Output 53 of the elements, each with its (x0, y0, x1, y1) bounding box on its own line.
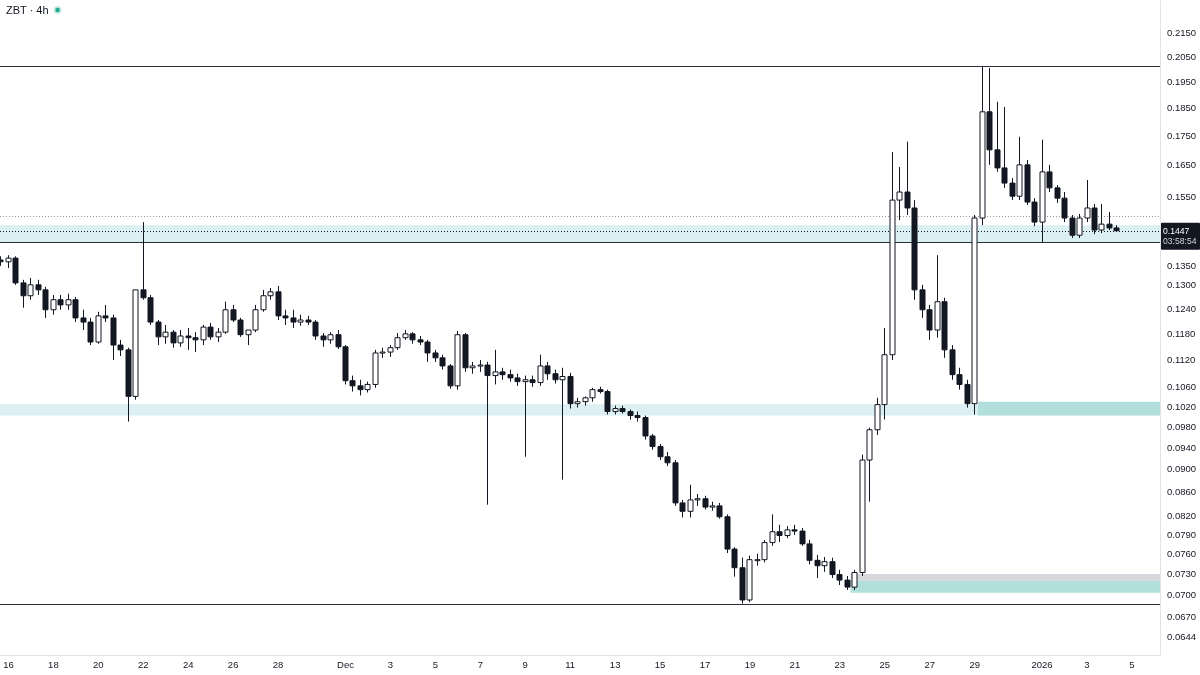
ref-line-label: 0.1447 (1163, 225, 1190, 236)
x-tick-label: 22 (137, 658, 149, 670)
y-tick-label: 0.1240 (1167, 302, 1197, 314)
y-tick-label: 0.0980 (1167, 420, 1197, 432)
y-tick-label: 0.0820 (1167, 510, 1197, 522)
x-tick-label: 18 (48, 658, 59, 670)
x-tick-label: 5 (1129, 658, 1135, 670)
x-tick-label: 28 (272, 658, 284, 670)
y-tick-label: 0.2050 (1167, 50, 1197, 62)
y-tick-label: 0.1750 (1167, 129, 1197, 141)
x-tick-label: 29 (969, 658, 980, 670)
y-tick-label: 0.0790 (1167, 528, 1197, 540)
y-tick-label: 0.1120 (1167, 353, 1196, 365)
y-tick-label: 0.0940 (1167, 441, 1197, 453)
x-tick-label: 9 (522, 658, 528, 670)
x-tick-label: 19 (744, 658, 756, 670)
y-tick-label: 0.0900 (1167, 463, 1197, 475)
x-tick-label: 3 (387, 658, 394, 670)
chart-title: ZBT · 4h (6, 4, 49, 16)
y-tick-label: 0.1350 (1167, 260, 1197, 272)
x-tick-label: 2026 (1031, 658, 1053, 670)
y-tick-label: 0.1300 (1167, 278, 1197, 290)
y-tick-label: 0.1850 (1167, 102, 1197, 113)
x-tick-label: 27 (924, 658, 936, 670)
text: 03:58:54 (1163, 236, 1197, 247)
y-tick-label: 0.0730 (1167, 568, 1197, 580)
x-tick-label: 5 (432, 658, 439, 670)
x-tick-label: Dec (337, 658, 355, 670)
y-tick-label: 0.0644 (1167, 631, 1197, 643)
x-tick-label: 24 (182, 658, 194, 670)
y-tick-label: 0.1180 (1167, 327, 1196, 339)
x-tick-label: 15 (654, 658, 666, 670)
y-tick-label: 0.2150 (1167, 26, 1197, 38)
x-tick-label: 11 (565, 658, 576, 670)
x-tick-label: 3 (1084, 658, 1090, 670)
y-tick-label: 0.1020 (1167, 400, 1197, 412)
x-tick-label: 20 (93, 658, 104, 670)
y-tick-label: 0.1950 (1167, 75, 1197, 87)
x-tick-label: 23 (834, 658, 846, 670)
x-tick-label: 16 (3, 658, 14, 670)
y-tick-label: 0.1550 (1167, 190, 1197, 202)
y-tick-label: 0.0860 (1167, 486, 1197, 498)
x-tick-label: 13 (609, 658, 621, 670)
x-tick-label: 17 (699, 658, 711, 670)
y-tick-label: 0.1650 (1167, 159, 1197, 171)
x-tick-label: 7 (477, 658, 483, 670)
y-tick-label: 0.0700 (1167, 589, 1197, 601)
x-tick-label: 21 (789, 658, 801, 670)
x-tick-label: 26 (227, 658, 239, 670)
y-tick-label: 0.0670 (1167, 611, 1197, 623)
y-tick-label: 0.0760 (1167, 548, 1197, 560)
y-tick-label: 0.1060 (1167, 381, 1197, 393)
x-tick-label: 25 (879, 658, 891, 670)
